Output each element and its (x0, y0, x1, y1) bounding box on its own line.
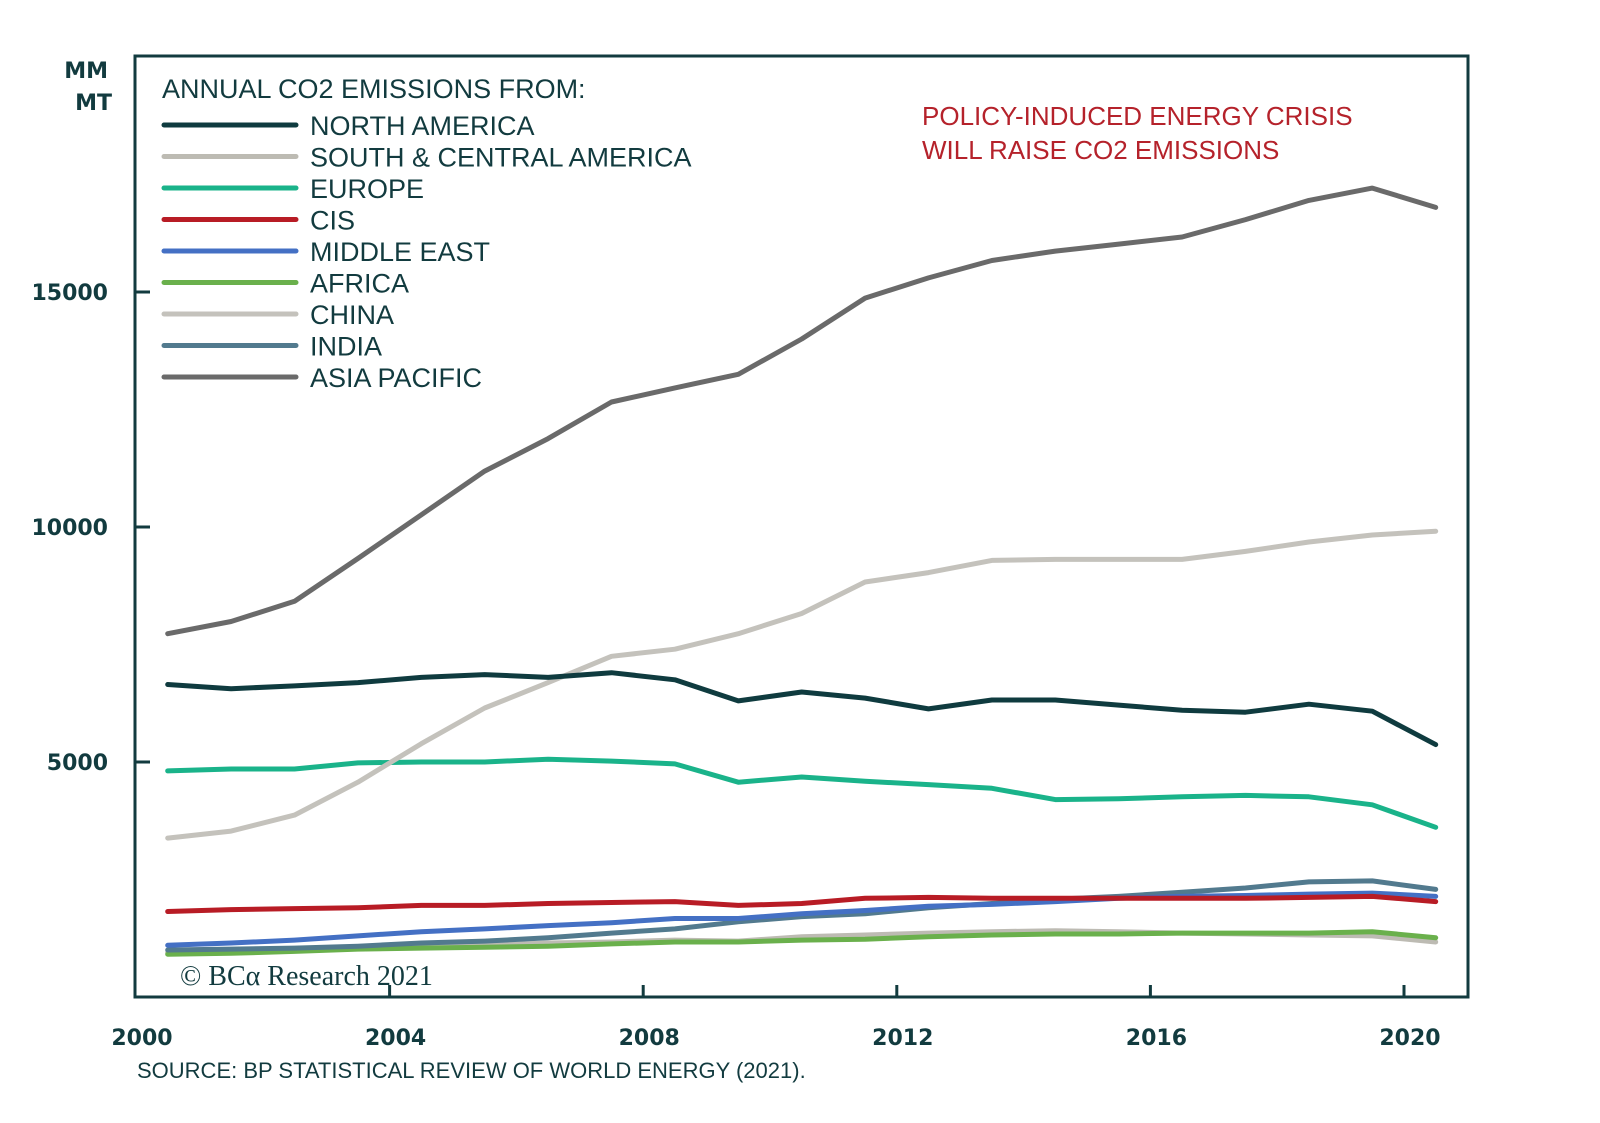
x-axis: 2000 2004 2008 2012 2016 2020 (111, 985, 1441, 1051)
y-axis-unit-line-2: MT (75, 91, 112, 116)
series-line-asia-pacific (165, 185, 1439, 637)
source-note: SOURCE: BP STATISTICAL REVIEW OF WORLD E… (137, 1058, 806, 1083)
series-line-india (165, 878, 1439, 953)
legend-item-china: CHINA (161, 300, 394, 330)
series-line-north-america (165, 670, 1439, 748)
legend-label: AFRICA (310, 269, 409, 299)
legend-item-middle-east: MIDDLE EAST (161, 237, 490, 267)
legend-label: MIDDLE EAST (310, 237, 490, 267)
series-line-china (165, 528, 1439, 841)
x-tick-label: 2004 (365, 1026, 426, 1051)
series-line-cis (165, 893, 1439, 914)
legend-label: CHINA (310, 300, 394, 330)
legend-label: SOUTH & CENTRAL AMERICA (310, 143, 692, 173)
x-tick-label: 2012 (872, 1026, 933, 1051)
y-tick-label: 15000 (31, 281, 108, 306)
legend-item-north-america: NORTH AMERICA (161, 111, 535, 141)
annotation-line-2: WILL RAISE CO2 EMISSIONS (922, 135, 1279, 165)
x-tick-label: 2020 (1379, 1026, 1440, 1051)
series-line-africa (165, 929, 1439, 957)
x-tick-label: 2008 (619, 1026, 680, 1051)
copyright-watermark: © BCα Research 2021 (180, 961, 433, 992)
x-tick-label: 2016 (1126, 1026, 1187, 1051)
legend-label: EUROPE (310, 174, 424, 204)
annotation-line-1: POLICY-INDUCED ENERGY CRISIS (922, 101, 1353, 131)
x-tick-label: 2000 (111, 1026, 172, 1051)
legend-item-south-and-central-america: SOUTH & CENTRAL AMERICA (161, 143, 692, 173)
legend-label: CIS (310, 206, 355, 236)
legend-label: ASIA PACIFIC (310, 363, 482, 393)
series-line-europe (165, 756, 1439, 830)
legend-item-cis: CIS (161, 206, 355, 236)
y-axis: 5000 10000 15000 (31, 281, 150, 776)
legend-item-asia-pacific: ASIA PACIFIC (161, 363, 482, 393)
legend-label: NORTH AMERICA (310, 111, 535, 141)
series-layer (165, 185, 1439, 957)
legend-item-india: INDIA (161, 332, 382, 362)
y-tick-label: 5000 (47, 751, 108, 776)
legend-item-africa: AFRICA (161, 269, 409, 299)
legend-label: INDIA (310, 332, 382, 362)
legend: ANNUAL CO2 EMISSIONS FROM: NORTH AMERICA… (161, 74, 692, 393)
y-axis-unit-line-1: MM (64, 59, 108, 84)
legend-title: ANNUAL CO2 EMISSIONS FROM: (162, 74, 586, 104)
legend-item-europe: EUROPE (161, 174, 424, 204)
y-tick-label: 10000 (31, 516, 108, 541)
